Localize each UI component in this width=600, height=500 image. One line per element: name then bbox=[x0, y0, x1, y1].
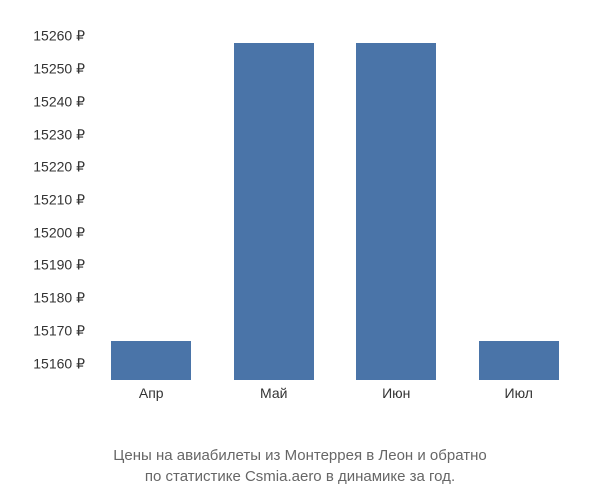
x-tick-label: Апр bbox=[111, 385, 191, 401]
x-axis: Апр Май Июн Июл bbox=[90, 385, 580, 401]
caption-line-1: Цены на авиабилеты из Монтеррея в Леон и… bbox=[113, 447, 486, 464]
y-tick-label: 15250 ₽ bbox=[10, 61, 85, 78]
bar bbox=[234, 43, 314, 380]
bar bbox=[479, 341, 559, 380]
y-tick-label: 15160 ₽ bbox=[10, 355, 85, 372]
y-axis: 15160 ₽ 15170 ₽ 15180 ₽ 15190 ₽ 15200 ₽ 15210… bbox=[10, 20, 85, 380]
x-tick-label: Июн bbox=[356, 385, 436, 401]
x-tick-label: Май bbox=[234, 385, 314, 401]
bars-group bbox=[90, 20, 580, 380]
plot-area bbox=[90, 20, 580, 380]
bar bbox=[356, 43, 436, 380]
caption-line-2: по статистике Csmia.aero в динамике за г… bbox=[145, 468, 455, 485]
y-tick-label: 15190 ₽ bbox=[10, 257, 85, 274]
y-tick-label: 15210 ₽ bbox=[10, 192, 85, 209]
chart-caption: Цены на авиабилеты из Монтеррея в Леон и… bbox=[0, 445, 600, 487]
y-tick-label: 15240 ₽ bbox=[10, 93, 85, 110]
y-tick-label: 15200 ₽ bbox=[10, 224, 85, 241]
bar bbox=[111, 341, 191, 380]
x-tick-label: Июл bbox=[479, 385, 559, 401]
y-tick-label: 15180 ₽ bbox=[10, 290, 85, 307]
y-tick-label: 15170 ₽ bbox=[10, 322, 85, 339]
y-tick-label: 15260 ₽ bbox=[10, 28, 85, 45]
y-tick-label: 15230 ₽ bbox=[10, 126, 85, 143]
y-tick-label: 15220 ₽ bbox=[10, 159, 85, 176]
price-chart: 15160 ₽ 15170 ₽ 15180 ₽ 15190 ₽ 15200 ₽ 15210… bbox=[0, 0, 600, 440]
